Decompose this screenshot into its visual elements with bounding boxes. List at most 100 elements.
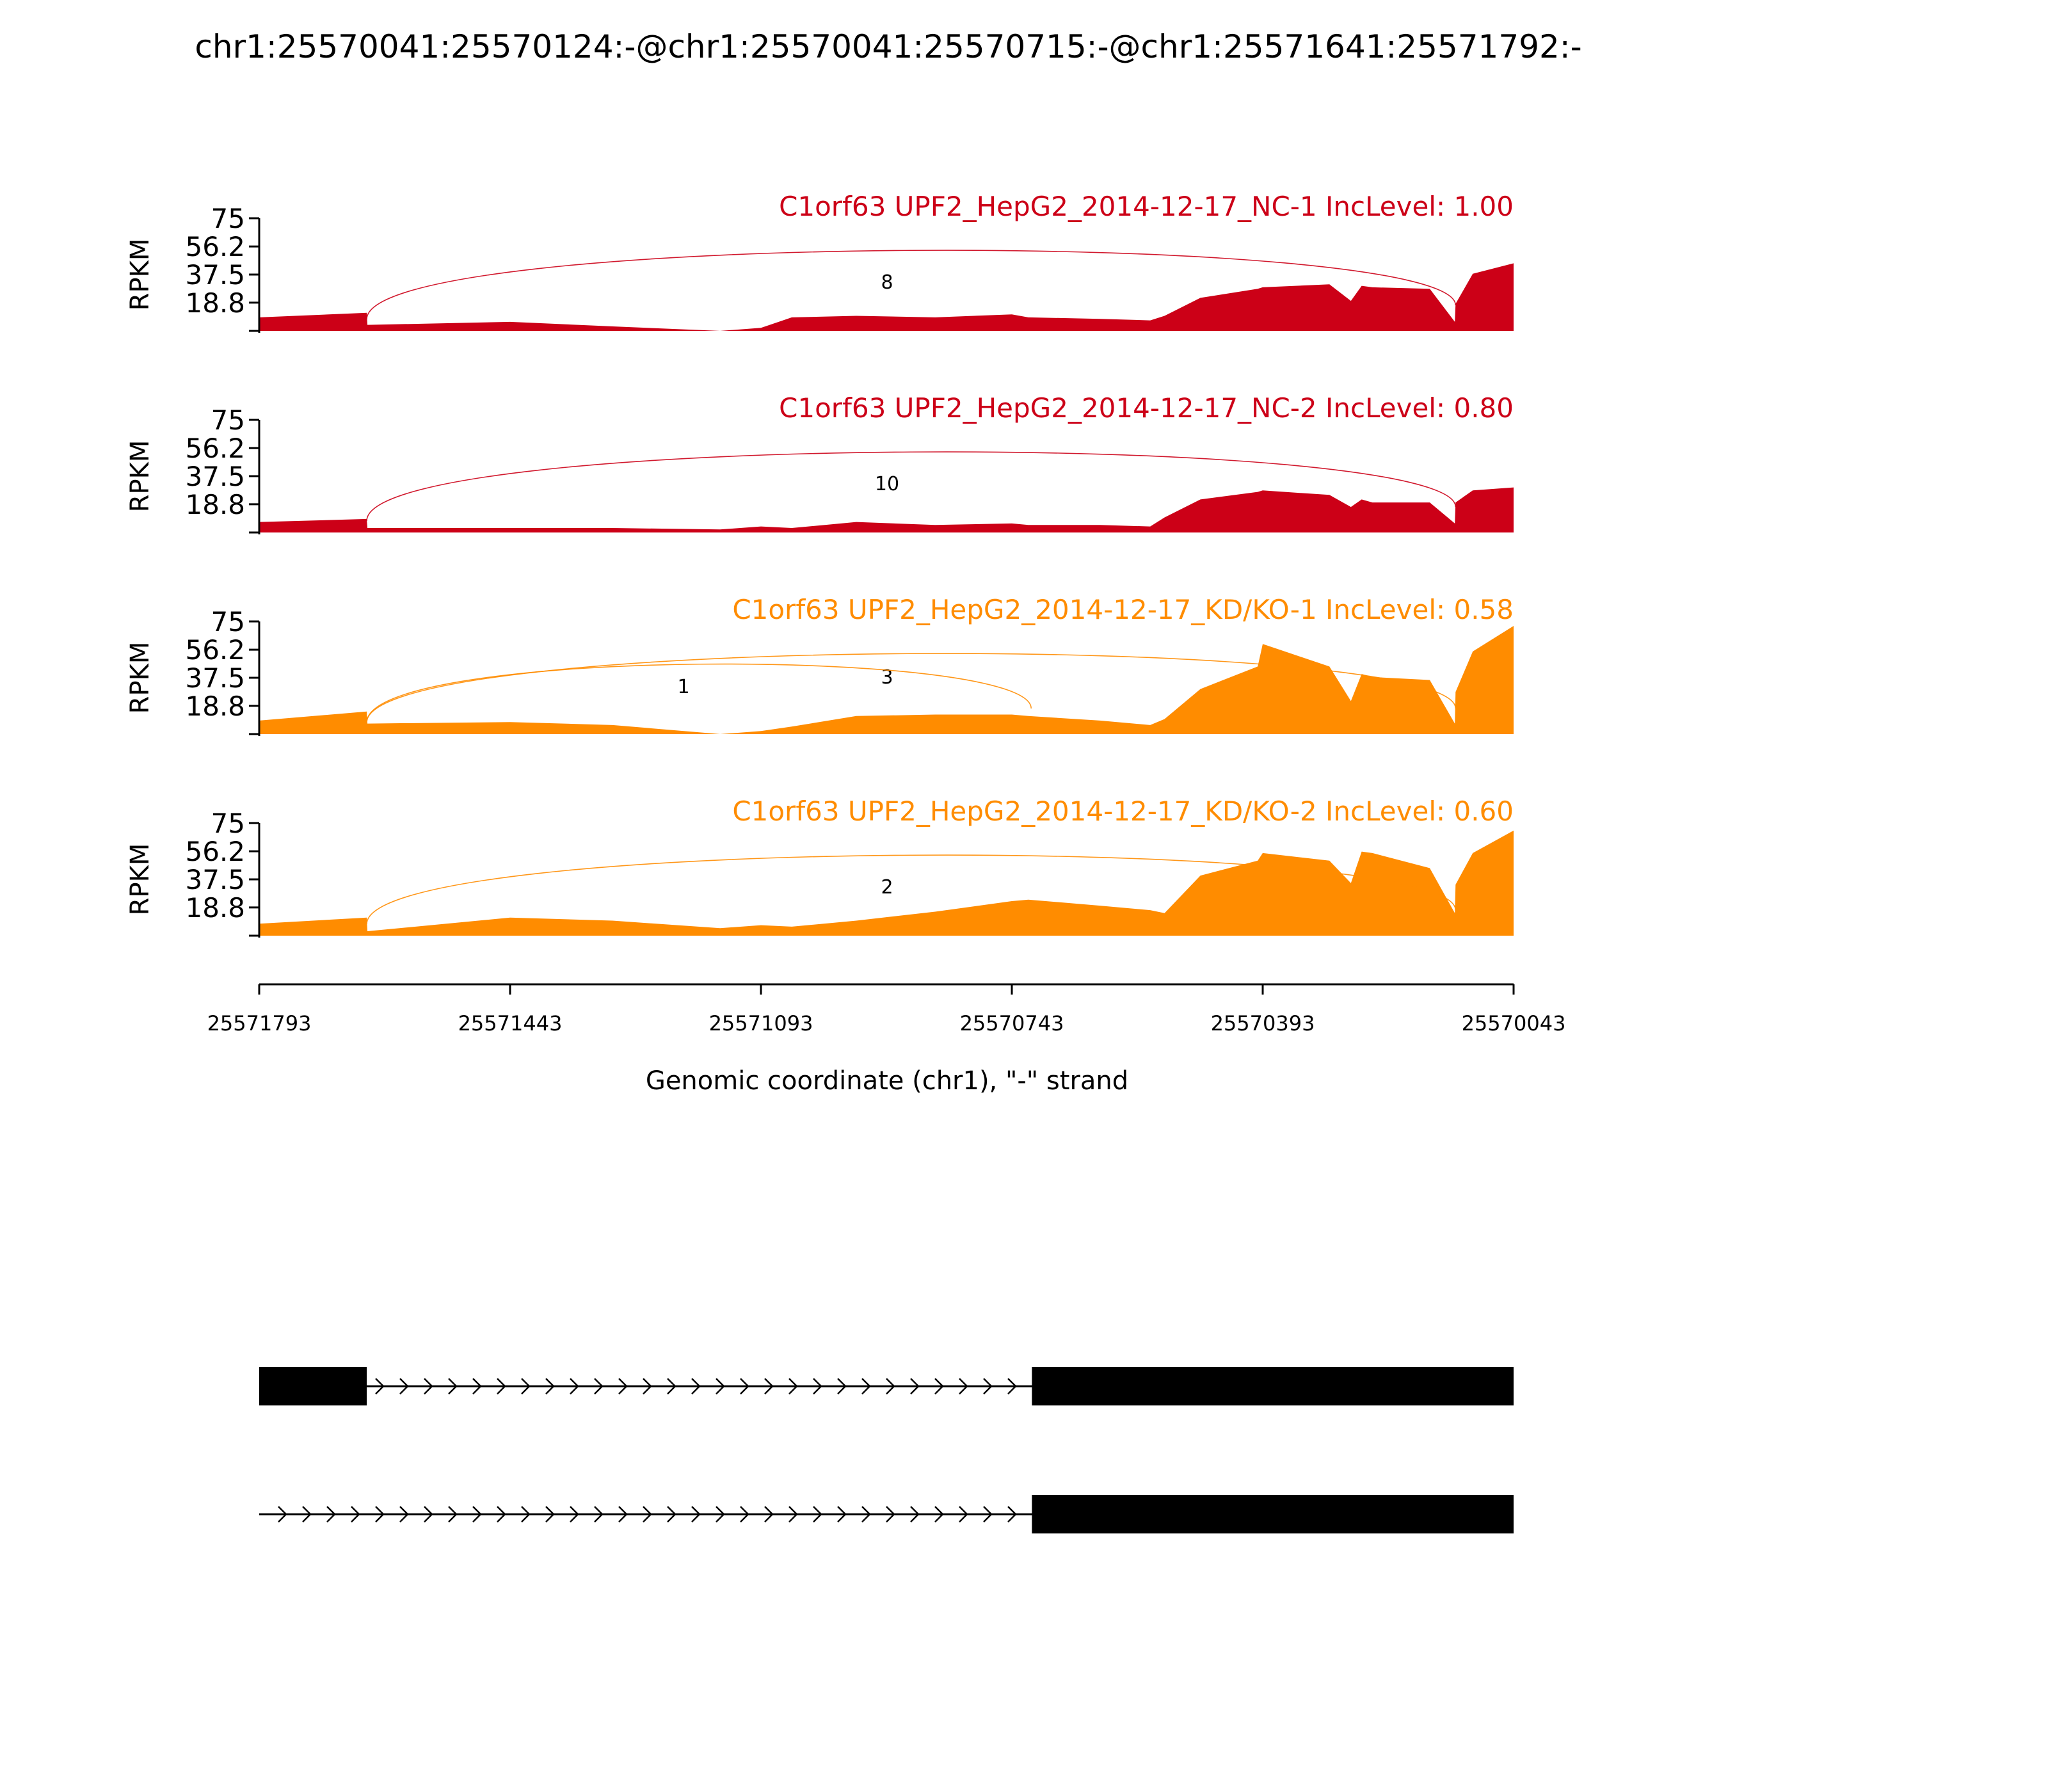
y-tick-label: 56.2 [185,634,245,666]
coverage-area [259,263,1514,331]
strand-arrow [643,1378,652,1395]
strand-arrow [497,1506,506,1523]
y-tick-label: 37.5 [185,864,245,895]
y-tick-label: 18.8 [185,489,245,520]
strand-arrow [1007,1506,1017,1523]
strand-arrow [837,1506,847,1523]
x-tick-label: 25570043 [1462,1011,1566,1036]
junction-arc [366,653,1457,723]
y-tick-label: 18.8 [185,691,245,722]
strand-arrow [594,1506,604,1523]
x-tick-label: 25571093 [709,1011,813,1036]
coverage-area [259,830,1514,936]
junction-label-bg [861,470,913,498]
strand-arrow [959,1378,968,1395]
strand-arrow [326,1506,336,1523]
strand-arrow [302,1506,312,1523]
junction-label: 3 [881,666,893,689]
figure-title: chr1:25570041:25570124:-@chr1:25570041:2… [195,28,1582,65]
strand-arrow [667,1378,676,1395]
exon-block [1032,1495,1514,1533]
x-tick-label: 25570743 [960,1011,1064,1036]
y-tick-label: 75 [211,808,245,839]
strand-arrow [861,1506,871,1523]
junction-label: 10 [875,473,899,495]
junction-label-bg [658,673,709,701]
strand-arrow [740,1506,749,1523]
strand-arrow [959,1506,968,1523]
strand-arrow [788,1378,798,1395]
strand-arrow [813,1378,822,1395]
y-tick-label: 18.8 [185,892,245,924]
junction-label: 1 [677,676,689,698]
y-tick-label: 75 [211,203,245,234]
strand-arrow [424,1506,433,1523]
coverage-area [259,487,1514,532]
strand-arrow [375,1506,385,1523]
y-axis-label: RPKM [125,440,155,513]
exon-block [259,1367,367,1405]
junction-label-bg [861,663,913,691]
strand-arrow [1007,1378,1017,1395]
exon-block [1032,1367,1514,1405]
x-tick-label: 25571443 [458,1011,563,1036]
y-tick-label: 75 [211,404,245,436]
strand-arrow [594,1378,604,1395]
track-title: C1orf63 UPF2_HepG2_2014-12-17_KD/KO-2 In… [732,796,1514,827]
strand-arrow [399,1506,409,1523]
y-tick-label: 56.2 [185,836,245,867]
strand-arrow [545,1506,555,1523]
strand-arrow [472,1506,482,1523]
y-tick-label: 37.5 [185,259,245,291]
strand-arrow [934,1378,944,1395]
y-tick-label: 56.2 [185,231,245,262]
track-title: C1orf63 UPF2_HepG2_2014-12-17_NC-1 IncLe… [779,191,1514,222]
strand-arrow [375,1378,385,1395]
track-1: 18.837.556.275 RPKM C1orf63 UPF2_HepG2_201… [125,191,1514,333]
strand-arrow [643,1506,652,1523]
junction-label-bg [861,873,913,901]
strand-arrow [497,1378,506,1395]
strand-arrow [545,1378,555,1395]
strand-arrow [448,1506,458,1523]
strand-arrow [278,1506,287,1523]
junction-arc [366,663,1032,723]
y-axis-label: RPKM [125,844,155,916]
x-tick-label: 25570393 [1211,1011,1315,1036]
y-tick-label: 18.8 [185,287,245,319]
strand-arrow [910,1378,920,1395]
strand-arrow [886,1506,895,1523]
gene-models [259,1367,1514,1533]
track-3: 18.837.556.275 RPKM C1orf63 UPF2_HepG2_201… [125,594,1514,736]
strand-arrow [910,1506,920,1523]
strand-arrow [521,1506,531,1523]
strand-arrow [764,1378,774,1395]
strand-arrow [618,1378,628,1395]
junction-label: 8 [881,271,893,294]
y-axis-label: RPKM [125,239,155,311]
strand-arrow [934,1506,944,1523]
track-title: C1orf63 UPF2_HepG2_2014-12-17_NC-2 IncLe… [779,392,1514,424]
strand-arrow [983,1378,993,1395]
strand-arrow [886,1378,895,1395]
coverage-area [259,626,1514,734]
track-title: C1orf63 UPF2_HepG2_2014-12-17_KD/KO-1 In… [732,594,1514,625]
track-4: 18.837.556.275 RPKM C1orf63 UPF2_HepG2_201… [125,796,1514,938]
x-axis-label: Genomic coordinate (chr1), "-" strand [646,1066,1128,1096]
strand-arrow [351,1506,360,1523]
y-tick-label: 37.5 [185,662,245,694]
x-axis: 25571793 25571443 25571093 25570743 25570393… [207,983,1566,1036]
strand-arrow [861,1378,871,1395]
track-2: 18.837.556.275 RPKM C1orf63 UPF2_HepG2_201… [125,392,1514,534]
strand-arrow [570,1378,579,1395]
x-tick-label: 25571793 [207,1011,312,1036]
strand-arrow [399,1378,409,1395]
strand-arrow [716,1506,725,1523]
strand-arrow [667,1506,676,1523]
strand-arrow [448,1378,458,1395]
strand-arrow [570,1506,579,1523]
junction-arc [366,250,1457,320]
strand-arrow [764,1506,774,1523]
strand-arrow [813,1506,822,1523]
